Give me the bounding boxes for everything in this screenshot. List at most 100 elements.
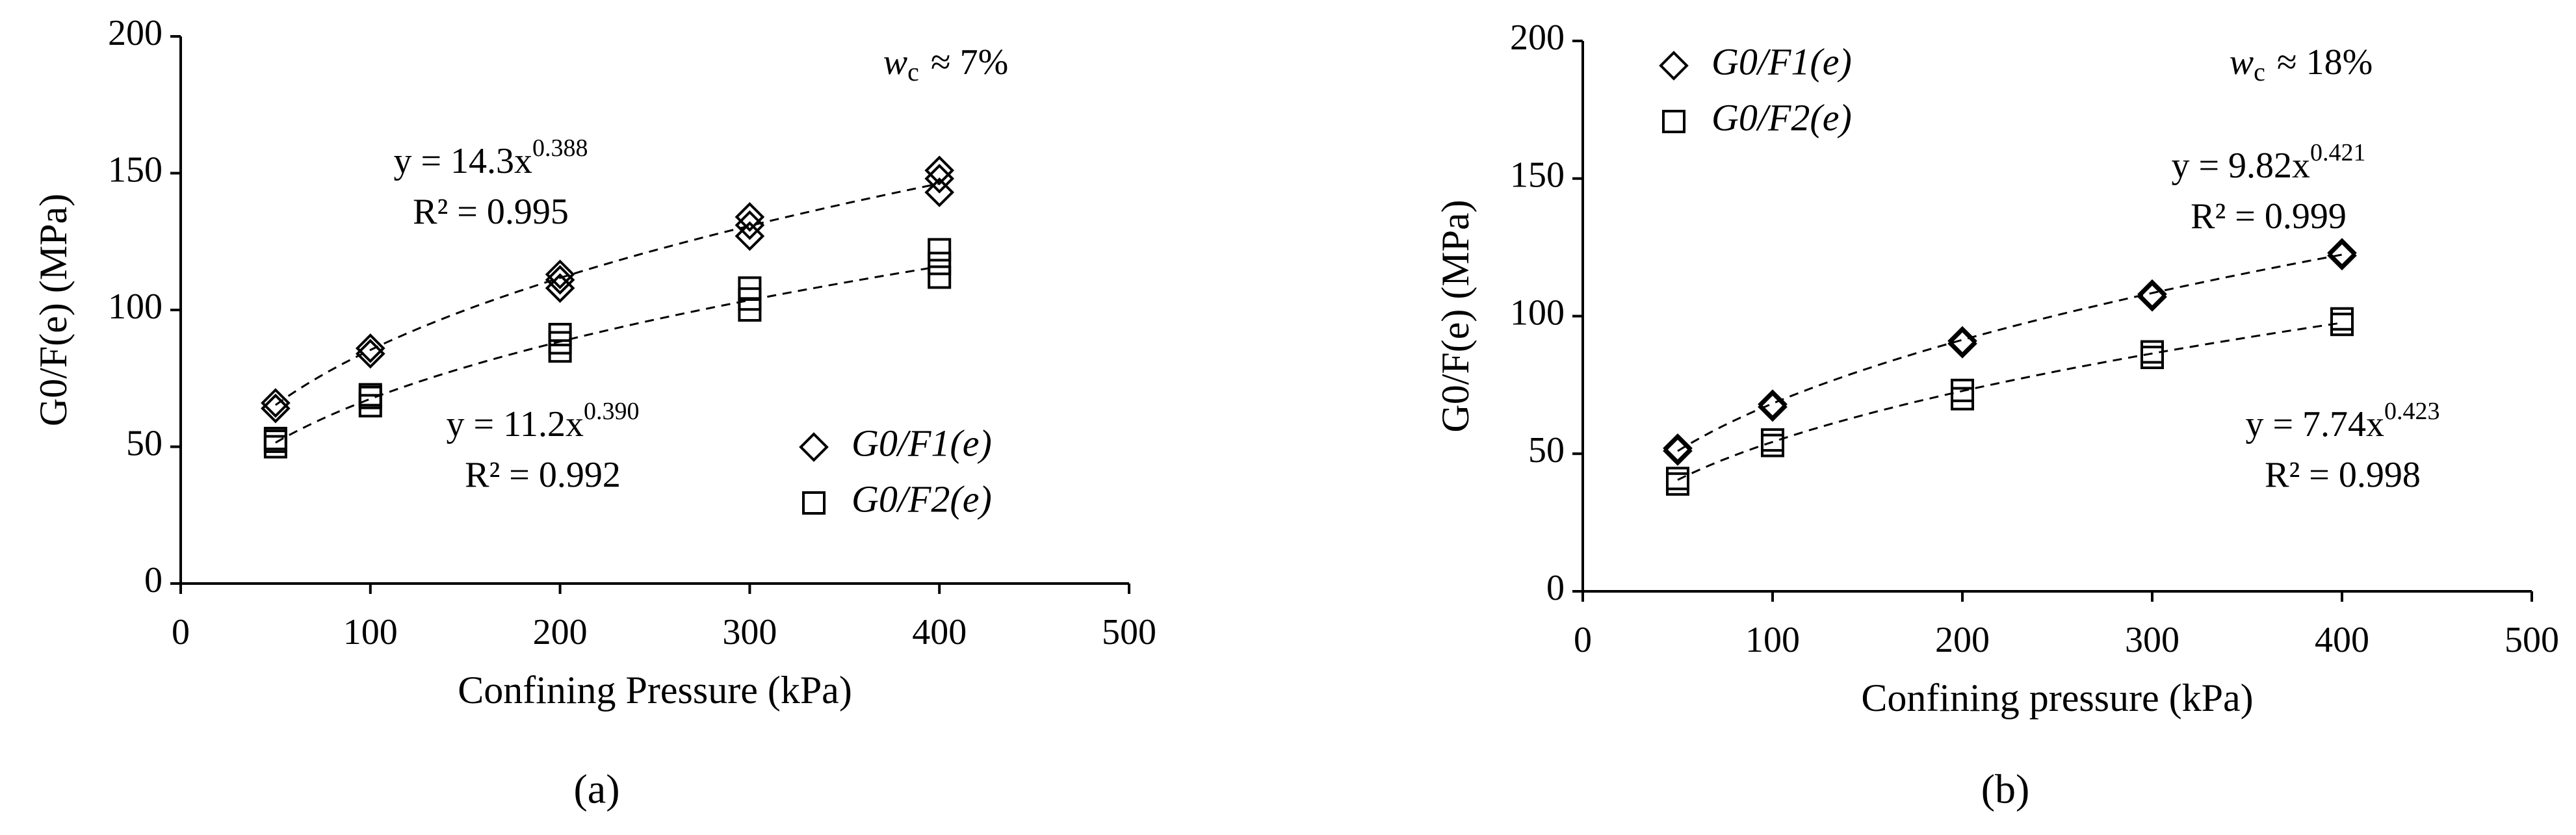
- fit-lhs: y =: [393, 141, 441, 181]
- data-point: [2140, 340, 2164, 364]
- data-point: [2137, 279, 2167, 309]
- data-point: [1947, 326, 1977, 356]
- y-tick-label: 50: [1528, 430, 1565, 470]
- annotation-text: ≈ 7%: [931, 42, 1008, 83]
- data-point: [355, 339, 385, 369]
- data-point: [1761, 433, 1784, 457]
- fit-curve: [275, 265, 940, 444]
- fit-exponent: 0.390: [584, 398, 640, 425]
- data-point: [261, 388, 291, 418]
- x-axis-title: Confining Pressure (kPa): [458, 669, 852, 712]
- panel-label: (a): [573, 766, 619, 812]
- data-point: [735, 221, 765, 251]
- y-axis-title: G0/F(e) (MPa): [1434, 199, 1477, 432]
- legend-label: G0/F2(e): [1711, 96, 1852, 138]
- data-point: [1947, 329, 1977, 359]
- data-point: [735, 202, 765, 232]
- legend-label: G0/F2(e): [852, 478, 992, 520]
- fit-lhs: y =: [2171, 146, 2219, 186]
- x-tick-label: 0: [1574, 620, 1592, 660]
- data-point: [924, 155, 955, 186]
- data-point: [261, 393, 291, 424]
- legend-label: G0/F1(e): [852, 422, 992, 464]
- fit-variable: x: [2292, 146, 2310, 186]
- panel-label: (b): [1981, 766, 2030, 812]
- fit-lhs: y =: [2245, 404, 2293, 444]
- x-tick-label: 400: [2315, 620, 2369, 660]
- data-point: [355, 333, 385, 363]
- data-point: [1758, 392, 1788, 422]
- x-tick-label: 100: [343, 612, 398, 652]
- legend-marker: [1659, 51, 1689, 81]
- data-point: [2140, 346, 2164, 370]
- data-point: [1951, 378, 1974, 402]
- fit-coefficient: 9.82: [2228, 146, 2292, 186]
- fit-curve: [1677, 322, 2343, 481]
- legend-label: G0/F1(e): [1711, 40, 1852, 83]
- y-tick-label: 200: [1510, 18, 1565, 58]
- data-point: [928, 251, 952, 276]
- data-point: [2327, 238, 2357, 268]
- data-point: [1663, 433, 1693, 463]
- y-tick-label: 0: [1546, 568, 1565, 608]
- data-point: [928, 265, 952, 289]
- fit-r2: R² = 0.998: [2265, 455, 2421, 495]
- y-tick-label: 0: [144, 560, 163, 600]
- fit-r2: R² = 0.999: [2191, 196, 2347, 237]
- data-point: [548, 322, 572, 346]
- data-point: [2327, 240, 2357, 271]
- legend-marker: [802, 491, 826, 515]
- x-tick-label: 400: [912, 612, 967, 652]
- y-tick-label: 100: [108, 287, 163, 327]
- fit-exponent: 0.421: [2310, 139, 2366, 166]
- fit-variable: x: [566, 404, 584, 444]
- y-tick-label: 150: [108, 149, 163, 190]
- data-point: [548, 331, 572, 355]
- fit-curve: [1677, 253, 2343, 452]
- x-tick-label: 500: [1102, 612, 1156, 652]
- annotation-variable: w: [883, 42, 907, 83]
- fit-equation: y = 9.82x0.421: [2171, 139, 2365, 186]
- data-point: [924, 177, 955, 207]
- legend-marker: [799, 432, 829, 462]
- fit-coefficient: 11.2: [503, 404, 566, 444]
- data-point: [738, 276, 762, 300]
- y-tick-label: 150: [1510, 155, 1565, 196]
- annotation-variable: w: [2230, 42, 2254, 83]
- fit-curve: [275, 183, 940, 406]
- annotation-subscript: c: [2254, 57, 2265, 86]
- annotation: wc ≈ 18%: [2230, 42, 2373, 86]
- fit-lhs: y =: [446, 404, 494, 444]
- data-point: [263, 426, 287, 450]
- data-point: [1666, 467, 1689, 491]
- data-point: [1761, 428, 1784, 452]
- fit-coefficient: 7.74: [2302, 404, 2366, 444]
- x-tick-label: 100: [1745, 620, 1800, 660]
- annotation: wc ≈ 7%: [883, 42, 1009, 86]
- annotation-subscript: c: [907, 57, 919, 86]
- data-point: [928, 238, 952, 262]
- fit-exponent: 0.423: [2384, 398, 2440, 425]
- fit-variable: x: [2366, 404, 2384, 444]
- fit-equation: y = 14.3x0.388: [393, 135, 588, 181]
- fit-coefficient: 14.3: [450, 141, 514, 181]
- x-tick-label: 0: [172, 612, 190, 652]
- x-tick-label: 300: [722, 612, 777, 652]
- x-tick-label: 500: [2504, 620, 2559, 660]
- data-point: [545, 264, 575, 295]
- fit-equation: y = 11.2x0.390: [446, 398, 639, 444]
- data-point: [1758, 389, 1788, 419]
- data-point: [358, 383, 382, 407]
- annotation-text: ≈ 18%: [2277, 42, 2373, 83]
- legend-marker: [1662, 110, 1685, 133]
- fit-r2: R² = 0.992: [465, 455, 621, 495]
- x-axis-title: Confining pressure (kPa): [1861, 676, 2253, 719]
- fit-variable: x: [514, 141, 532, 181]
- x-tick-label: 300: [2125, 620, 2179, 660]
- fit-exponent: 0.388: [532, 135, 588, 162]
- y-tick-label: 50: [126, 423, 163, 463]
- y-axis-title: G0/F(e) (MPa): [32, 194, 75, 426]
- data-point: [735, 210, 765, 240]
- data-point: [1663, 436, 1693, 466]
